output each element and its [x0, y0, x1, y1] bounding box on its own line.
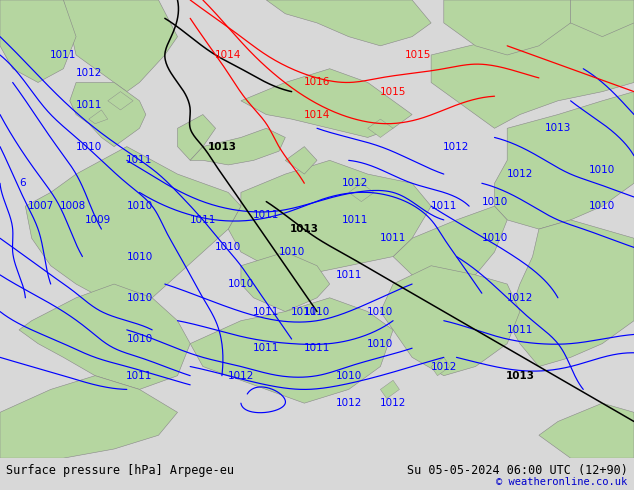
Polygon shape: [349, 183, 374, 201]
Text: 1010: 1010: [228, 279, 254, 289]
Text: 1014: 1014: [215, 50, 242, 60]
Text: 1011: 1011: [190, 215, 216, 225]
Polygon shape: [571, 0, 634, 37]
Polygon shape: [0, 0, 76, 82]
Text: 1010: 1010: [481, 196, 508, 207]
Text: 1010: 1010: [304, 307, 330, 317]
Polygon shape: [380, 266, 520, 376]
Text: 1010: 1010: [481, 233, 508, 243]
Text: Su 05-05-2024 06:00 UTC (12+90): Su 05-05-2024 06:00 UTC (12+90): [407, 464, 628, 477]
Text: 1011: 1011: [430, 201, 457, 211]
Polygon shape: [63, 0, 178, 92]
Polygon shape: [431, 357, 450, 376]
Polygon shape: [266, 0, 431, 46]
Polygon shape: [507, 220, 634, 367]
Text: 1010: 1010: [126, 334, 153, 344]
Text: 1015: 1015: [380, 87, 406, 97]
Text: 1013: 1013: [545, 123, 571, 133]
Text: 1011: 1011: [335, 270, 362, 280]
Text: 1011: 1011: [75, 100, 102, 110]
Text: 1012: 1012: [335, 398, 362, 408]
Text: 1011: 1011: [126, 370, 153, 381]
Polygon shape: [368, 119, 393, 138]
Polygon shape: [241, 69, 412, 138]
Polygon shape: [0, 376, 178, 458]
Text: 1011: 1011: [380, 233, 406, 243]
Text: 1014: 1014: [304, 110, 330, 120]
Text: © weatheronline.co.uk: © weatheronline.co.uk: [496, 477, 628, 488]
Text: 1011: 1011: [126, 155, 153, 165]
Text: 1012: 1012: [228, 370, 254, 381]
Text: 1011: 1011: [507, 325, 533, 335]
Polygon shape: [178, 115, 216, 160]
Text: 1015: 1015: [405, 50, 432, 60]
Text: 1016: 1016: [304, 77, 330, 88]
Polygon shape: [25, 147, 241, 312]
Polygon shape: [108, 92, 133, 110]
Polygon shape: [19, 284, 190, 390]
Text: 1010: 1010: [367, 307, 394, 317]
Text: 1013: 1013: [207, 142, 236, 151]
Text: 1009: 1009: [85, 215, 112, 225]
Text: 1012: 1012: [75, 68, 102, 78]
Text: 1007: 1007: [28, 201, 55, 211]
Polygon shape: [228, 160, 431, 275]
Polygon shape: [190, 128, 285, 165]
Polygon shape: [393, 206, 507, 284]
Polygon shape: [539, 403, 634, 458]
Text: 1011: 1011: [253, 210, 280, 221]
Text: 1012: 1012: [430, 362, 457, 371]
Text: 1012: 1012: [342, 178, 368, 188]
Text: 1011: 1011: [253, 307, 280, 317]
Text: 1010: 1010: [75, 142, 102, 151]
Text: 1010: 1010: [589, 165, 616, 174]
Polygon shape: [241, 252, 330, 312]
Text: 1011: 1011: [253, 343, 280, 353]
Text: 1011: 1011: [50, 50, 77, 60]
Text: 1010: 1010: [335, 370, 362, 381]
Text: 1010: 1010: [126, 201, 153, 211]
Text: 1011: 1011: [342, 215, 368, 225]
Text: 1011: 1011: [291, 307, 318, 317]
Text: 1010: 1010: [126, 251, 153, 262]
Text: 1010: 1010: [589, 201, 616, 211]
Polygon shape: [495, 92, 634, 229]
Text: 6: 6: [19, 178, 25, 188]
Polygon shape: [431, 9, 634, 128]
Text: 1012: 1012: [507, 169, 533, 179]
Text: 1012: 1012: [380, 398, 406, 408]
Polygon shape: [444, 0, 571, 55]
Text: 1012: 1012: [443, 142, 470, 151]
Polygon shape: [190, 298, 393, 403]
Text: 1013: 1013: [290, 224, 319, 234]
Text: 1010: 1010: [126, 293, 153, 303]
Text: 1010: 1010: [215, 243, 242, 252]
Text: 1011: 1011: [304, 343, 330, 353]
Text: 1012: 1012: [507, 293, 533, 303]
Polygon shape: [70, 82, 146, 147]
Polygon shape: [380, 380, 399, 398]
Text: 1010: 1010: [367, 339, 394, 348]
Text: 1010: 1010: [278, 247, 305, 257]
Polygon shape: [285, 147, 317, 174]
Text: 1013: 1013: [505, 370, 534, 381]
Polygon shape: [89, 110, 108, 123]
Text: 1008: 1008: [60, 201, 86, 211]
Text: Surface pressure [hPa] Arpege-eu: Surface pressure [hPa] Arpege-eu: [6, 464, 235, 477]
